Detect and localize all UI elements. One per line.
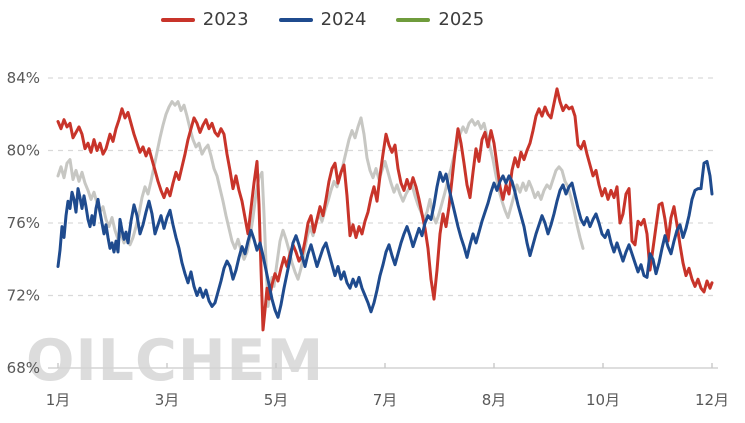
x-axis-label: 7月 xyxy=(373,391,398,409)
legend-swatch-2023 xyxy=(160,18,195,22)
x-axis-label: 5月 xyxy=(264,391,289,409)
x-axis-label: 12月 xyxy=(695,391,729,409)
y-axis-label: 84% xyxy=(7,69,40,87)
y-axis-label: 80% xyxy=(7,142,40,160)
legend-label-2023: 2023 xyxy=(202,9,249,30)
y-axis-label: 76% xyxy=(7,214,40,232)
legend-label-2024: 2024 xyxy=(320,9,367,30)
series-line-prev xyxy=(56,100,585,308)
legend-item-2024[interactable]: 2024 xyxy=(278,9,367,30)
x-axis-label: 10月 xyxy=(586,391,620,409)
y-axis-label: 68% xyxy=(7,359,40,377)
oilchem-watermark: OILCHEM xyxy=(26,328,325,394)
legend-item-2025[interactable]: 2025 xyxy=(396,11,484,29)
legend-swatch-2025 xyxy=(396,18,431,22)
x-axis-label: 8月 xyxy=(482,391,507,409)
chart-legend: 2023 2024 2025 xyxy=(0,11,745,29)
legend-item-2023[interactable]: 2023 xyxy=(160,9,249,30)
x-axis-label: 3月 xyxy=(155,391,180,409)
legend-swatch-2024 xyxy=(278,18,313,22)
series-line-2024 xyxy=(56,159,714,319)
y-axis-label: 72% xyxy=(7,287,40,305)
series-line-2023 xyxy=(56,87,714,332)
legend-label-2025: 2025 xyxy=(438,9,485,30)
x-axis-label: 1月 xyxy=(46,391,71,409)
